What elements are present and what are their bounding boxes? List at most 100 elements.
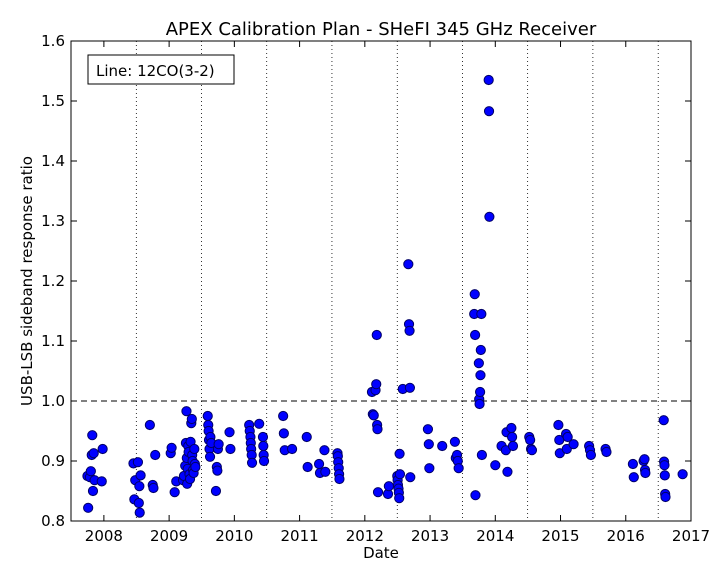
data-point [394,469,406,480]
legend-frame [87,54,235,85]
data-point [258,455,270,467]
data-point [257,431,269,443]
data-point [224,427,235,438]
data-point [476,449,487,461]
data-point [475,370,486,381]
data-point [506,431,518,443]
x-tick-label: 2015 [541,527,579,545]
data-point [507,440,519,452]
y-tick-label: 1.4 [41,152,65,170]
data-point [85,466,96,477]
data-point [97,443,108,455]
data-point [87,485,99,497]
data-point [181,406,192,417]
data-point [213,439,224,450]
data-point [502,466,513,477]
data-point [659,470,670,481]
data-point [210,485,222,497]
data-point [469,289,480,300]
data-point [627,458,638,470]
data-point [658,415,669,426]
y-tick-label: 1.3 [41,212,65,230]
y-tick-label: 1.0 [41,392,65,410]
data-point [88,448,99,459]
data-point [87,430,98,441]
data-point [506,422,517,434]
data-point [254,418,265,429]
data-point [135,470,146,481]
data-point [278,428,289,439]
data-point [134,507,145,518]
data-point [313,458,325,470]
data-point [422,424,434,435]
plot-frame-fill [71,41,691,521]
y-tick-label: 0.9 [41,452,65,470]
data-point [371,329,382,341]
plot-area: 2008 2009 2010 2011 2012 2013 2014 2015 2016 2017… [41,32,710,545]
x-tick-label: 2011 [280,527,318,545]
data-point [475,344,486,356]
data-point [258,440,269,452]
x-tick-label: 2010 [215,527,253,545]
data-point [144,419,155,431]
x-tick-label: 2013 [411,527,449,545]
data-point [475,386,486,398]
legend-box: Line: 12CO(3-2) [87,54,235,85]
data-point [148,482,159,494]
data-point [189,443,200,455]
data-point [372,487,384,498]
data-point [562,431,573,443]
data-point [368,410,379,421]
data-point [302,461,313,473]
data-point [553,419,564,431]
data-point [405,472,416,483]
data-point [169,487,180,498]
data-point [473,358,484,369]
data-point [526,445,538,456]
y-tick-label: 1.6 [41,32,65,50]
data-points [82,74,688,518]
y-axis-label: USB-LSB sideband response ratio [18,156,36,406]
data-point [301,431,312,443]
data-point [568,439,579,450]
x-tick-label: 2012 [346,527,384,545]
data-point [394,448,405,459]
data-point [484,211,495,222]
data-point [134,481,145,492]
data-point [677,469,688,480]
data-point [585,449,597,461]
data-point [371,379,382,390]
data-point [639,454,650,465]
y-tick-label: 1.5 [41,92,65,110]
data-point [404,382,416,393]
data-point [190,461,201,473]
y-tick-label: 0.8 [41,512,65,530]
y-tick-label: 1.1 [41,332,65,350]
data-point [246,457,258,468]
data-point [404,325,415,336]
data-point [186,413,197,425]
data-point [659,460,670,471]
data-point [166,442,177,453]
data-point [474,398,485,410]
chart-title: APEX Calibration Plan - SHeFI 345 GHz Re… [166,19,597,40]
data-point [132,457,144,468]
data-point [470,490,481,501]
data-point [561,443,572,455]
data-point [204,451,216,462]
data-point [150,449,161,461]
data-point [483,106,495,117]
data-point [372,424,383,435]
data-point [225,443,236,455]
data-point [469,329,481,341]
data-point [453,463,464,474]
y-axis-ticks: 0.8 0.9 1.0 1.1 1.2 1.3 1.4 1.5 1.6 [41,32,691,530]
x-tick-label: 2014 [476,527,514,545]
data-point [424,463,435,474]
data-point [660,491,671,503]
data-point [96,476,107,487]
data-point [133,497,144,509]
data-point [320,466,331,477]
data-point [383,481,394,492]
